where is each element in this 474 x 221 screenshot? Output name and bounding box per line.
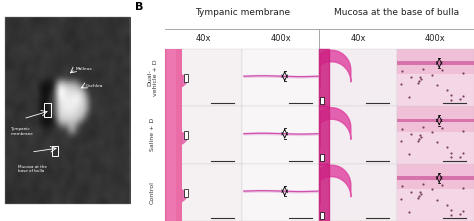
Bar [165,49,242,106]
Text: 400x: 400x [425,34,446,43]
Bar [183,74,188,82]
Bar [320,154,325,161]
Text: Malleus: Malleus [75,67,92,71]
Text: Mucosa at the
base of bulla: Mucosa at the base of bulla [18,164,47,173]
Bar [320,97,325,104]
Bar [167,106,176,164]
Text: Tympanic
membrane: Tympanic membrane [10,127,33,136]
Text: Mucosa at the base of bulla: Mucosa at the base of bulla [334,8,459,17]
Text: 40x: 40x [196,34,211,43]
Bar [242,49,319,106]
Bar [319,164,397,221]
Text: Tympanic membrane: Tympanic membrane [195,8,290,17]
Bar [167,164,176,221]
Bar [397,106,474,132]
Bar [320,212,325,219]
Bar [183,131,188,139]
Bar [165,106,242,164]
Bar [397,119,474,122]
Bar [397,176,474,180]
Text: Control: Control [150,181,155,204]
Bar [44,103,51,117]
Text: Saline + D: Saline + D [150,118,155,151]
Bar [397,74,474,106]
Text: Cochlea: Cochlea [86,84,103,88]
Bar [397,189,474,221]
Bar [397,132,474,164]
Bar [319,49,397,106]
Bar [397,49,474,74]
Bar [242,106,319,164]
Bar [397,106,474,164]
Text: 40x: 40x [350,34,366,43]
Bar [165,49,182,106]
Bar [397,49,474,106]
Text: 400x: 400x [271,34,291,43]
Bar [319,106,397,164]
Bar [183,189,188,197]
Bar [167,49,176,106]
Bar [397,61,474,65]
Bar [397,164,474,221]
Bar [165,106,182,164]
Text: A: A [0,0,4,2]
Text: B: B [135,2,143,12]
Bar [242,164,319,221]
Bar [165,164,242,221]
Bar [397,164,474,189]
Text: Dual-
vehicle + D: Dual- vehicle + D [147,59,158,96]
Bar [165,164,182,221]
Bar [52,146,58,156]
